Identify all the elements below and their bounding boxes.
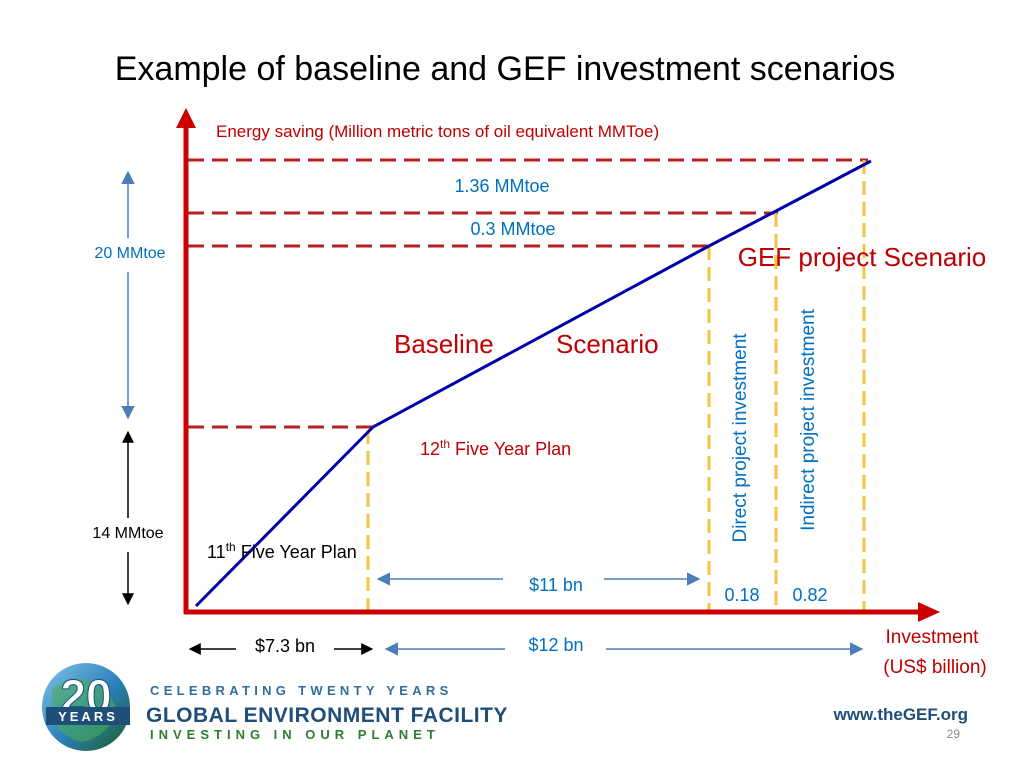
gef-logo: 20 YEARS: [42, 663, 130, 751]
y-axis-arrowhead: [176, 108, 196, 128]
label-12-bn: $12 bn: [528, 635, 583, 655]
label-14-mmtoe: 14 MMtoe: [92, 525, 163, 542]
baseline-label-word2: Scenario: [556, 329, 659, 359]
x-axis-arrowhead: [918, 602, 940, 622]
baseline-label-word1: Baseline: [394, 329, 494, 359]
direct-investment-label: Direct project investment: [730, 333, 751, 543]
label-0-3-mmtoe: 0.3 MMtoe: [470, 219, 555, 239]
label-7-3-bn: $7.3 bn: [255, 636, 315, 656]
plan-11-label: 11th Five Year Plan: [207, 540, 357, 562]
page-number: 29: [947, 727, 961, 741]
plan-12-label: 12th Five Year Plan: [420, 437, 571, 459]
footer-org-name: GLOBAL ENVIRONMENT FACILITY: [146, 704, 508, 727]
logo-years-label: YEARS: [58, 709, 118, 724]
page-title: Example of baseline and GEF investment s…: [115, 50, 896, 88]
footer-celebrating: CELEBRATING TWENTY YEARS: [150, 683, 453, 698]
gef-scenario-label: GEF project Scenario: [738, 242, 987, 272]
label-0-18: 0.18: [724, 585, 759, 605]
x-axis-label-line1: Investment: [886, 627, 980, 648]
label-0-82: 0.82: [792, 585, 827, 605]
y-axis-label: Energy saving (Million metric tons of oi…: [216, 122, 659, 141]
footer-tagline: INVESTING IN OUR PLANET: [150, 727, 440, 742]
label-11-bn: $11 bn: [529, 575, 583, 595]
footer-website[interactable]: www.theGEF.org: [833, 705, 968, 724]
indirect-investment-label: Indirect project investment: [798, 308, 819, 530]
series-layer: [194, 159, 872, 608]
x-axis-label-line2: (US$ billion): [883, 657, 986, 678]
series-line-baseline: [194, 244, 710, 608]
label-20-mmtoe: 20 MMtoe: [94, 245, 165, 262]
label-1-36-mmtoe: 1.36 MMtoe: [454, 176, 549, 196]
series-line-gef: [708, 159, 872, 248]
logo-years-band: [46, 707, 130, 725]
